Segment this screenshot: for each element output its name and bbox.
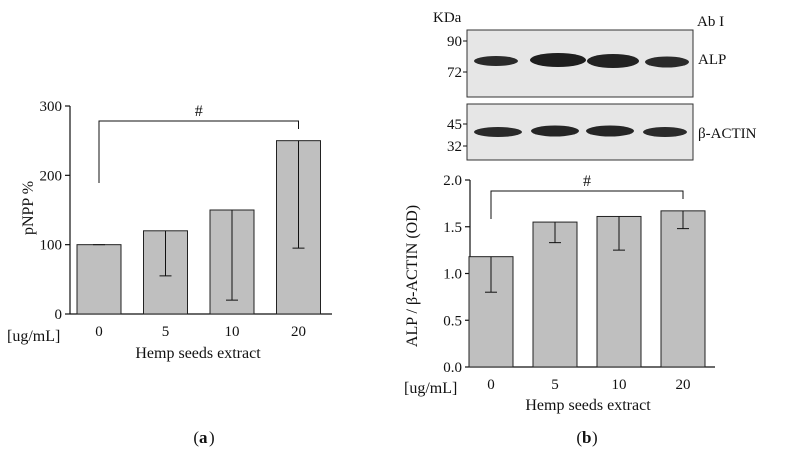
alp-band-lane-5 [530,53,586,67]
a-significance: # [98,103,299,183]
b-x-tick-label-0: 0 [487,377,495,393]
alp-band-lane-0 [474,56,518,66]
actin-band-lane-0 [474,127,522,137]
b-x-ticks: 0 5 10 20 [487,377,690,393]
b-y-tick-label: 2.0 [443,173,462,189]
marker-32: 32 [447,139,462,155]
svg-text:): ) [209,428,215,447]
panel-b-label: b [582,428,591,447]
b-y-tick-label: 1.0 [443,267,462,283]
a-x-tick-label-20: 20 [291,324,306,340]
a-significance-bracket [98,120,299,183]
b-bar-5 [532,221,578,368]
b-x-tick-label-20: 20 [676,377,691,393]
a-y-tick-label: 0 [55,307,63,323]
b-y-tick-label: 1.5 [443,220,462,236]
a-x-tick-label-10: 10 [225,324,240,340]
panel-b-caption: ( b ) [576,428,597,447]
svg-text:): ) [592,428,598,447]
panel-a-caption: ( a ) [193,428,214,447]
alp-label: ALP [698,52,726,68]
a-x-axis-label: Hemp seeds extract [135,345,261,362]
a-y-tick-label: 300 [40,99,63,115]
western-blot: KDa Ab I 90 72 ALP 45 32 β-ACTIN [433,10,757,161]
b-y-ticks: 0.0 0.5 1.0 1.5 2.0 [443,173,470,376]
blot-antibody-label: Ab I [697,14,724,30]
a-y-axis-label: pNPP % [20,181,37,235]
a-x-unit-label: [ug/mL] [7,328,60,345]
b-y-axis-label: ALP / β-ACTIN (OD) [404,205,421,347]
b-bar-20 [660,210,706,368]
b-y-tick-label: 0.5 [443,313,462,329]
b-x-axis-label: Hemp seeds extract [525,397,651,414]
a-x-ticks: 0 5 10 20 [95,324,306,340]
b-bars [468,210,706,368]
a-bar-0 [76,244,122,315]
b-x-unit-label: [ug/mL] [404,380,457,397]
a-x-tick-label-0: 0 [95,324,103,340]
a-y-tick-label: 100 [40,238,63,254]
actin-band-lane-10 [586,125,634,137]
a-significance-symbol: # [195,103,203,120]
actin-label: β-ACTIN [698,126,757,142]
svg-text:(: ( [576,428,582,447]
actin-band-lane-5 [531,125,579,137]
b-significance-symbol: # [583,173,591,190]
b-x-tick-label-5: 5 [551,377,559,393]
a-y-ticks: 0 100 200 300 [40,99,70,323]
marker-90: 90 [447,34,462,50]
svg-text:(: ( [193,428,199,447]
alp-band-lane-10 [587,54,639,68]
b-y-tick-label: 0.0 [443,360,462,376]
a-y-tick-label: 200 [40,168,63,184]
marker-45: 45 [447,117,462,133]
actin-band-lane-20 [643,127,687,137]
b-significance-bracket [490,190,684,219]
a-x-tick-label-5: 5 [162,324,170,340]
a-bars [76,140,321,315]
panel-a-label: a [199,428,208,447]
b-significance: # [490,173,684,219]
chart-a: 0 100 200 300 0 5 10 20 # [ug/mL] Hemp seeds e… [7,99,332,362]
alp-band-lane-20 [645,56,689,68]
b-x-tick-label-10: 10 [612,377,627,393]
chart-b: 0.0 0.5 1.0 1.5 2.0 0 5 10 20 # [ug/mL] Hemp se… [404,173,715,414]
marker-72: 72 [447,65,462,81]
blot-unit-label: KDa [433,10,462,26]
